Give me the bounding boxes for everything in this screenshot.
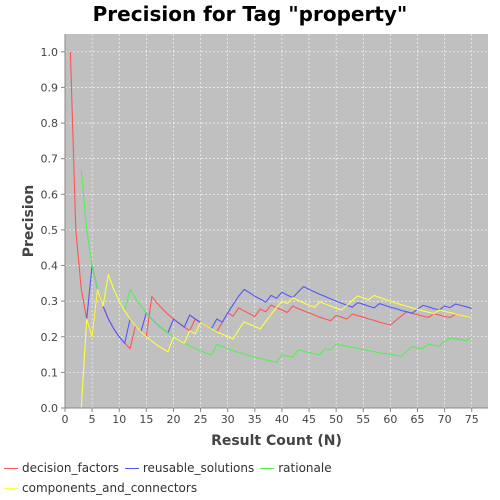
x-tick-label: 5: [89, 413, 96, 426]
x-tick-label: 55: [356, 413, 370, 426]
x-tick-label: 60: [383, 413, 397, 426]
y-tick-label: 0.8: [41, 117, 59, 130]
legend-row-2: components_and_connectors: [4, 478, 496, 498]
series-line-components-and-connectors: [80, 273, 472, 409]
y-tick-label: 0.0: [41, 402, 59, 415]
y-tick-label: 0.1: [41, 366, 59, 379]
legend-swatch-reusable-solutions: [124, 467, 139, 469]
legend-item-components-and-connectors: components_and_connectors: [4, 481, 197, 495]
legend-label-decision-factors: decision_factors: [22, 461, 119, 475]
legend-swatch-rationale: [260, 467, 275, 469]
y-tick-label: 0.2: [41, 331, 59, 344]
x-tick-label: 10: [112, 413, 126, 426]
legend-swatch-components-and-connectors: [4, 487, 18, 489]
x-tick-label: 50: [329, 413, 343, 426]
y-tick-label: 0.7: [41, 153, 59, 166]
x-tick-label: 35: [248, 413, 262, 426]
x-tick-label: 70: [438, 413, 452, 426]
legend-item-decision-factors: decision_factors: [4, 461, 119, 475]
y-tick-label: 0.5: [41, 224, 59, 237]
chart-title: Precision for Tag "property": [92, 2, 408, 26]
legend-label-reusable-solutions: reusable_solutions: [142, 461, 255, 475]
y-axis-label: Precision: [21, 185, 37, 257]
axes: 0 5 10 15 20 25 30 35 40 45 50 55 60 65 70 75 0.0 0.1 0.2 0…: [41, 34, 488, 426]
x-axis-label: Result Count (N): [211, 433, 342, 449]
x-tick-label: 0: [62, 413, 69, 426]
x-tick-label: 75: [465, 413, 479, 426]
y-tick-label: 0.9: [41, 81, 59, 94]
legend-item-reusable-solutions: reusable_solutions: [124, 461, 255, 475]
legend: decision_factors reusable_solutions rati…: [4, 458, 496, 498]
legend-row-1: decision_factors reusable_solutions rati…: [4, 458, 496, 478]
x-tick-label: 40: [275, 413, 289, 426]
plot-area: [65, 34, 488, 408]
legend-label-rationale: rationale: [278, 461, 332, 475]
series-line-rationale: [80, 170, 473, 363]
x-tick-label: 45: [302, 413, 316, 426]
y-tick-label: 0.4: [41, 260, 59, 273]
y-tick-label: 1.0: [41, 46, 59, 59]
x-tick-label: 25: [194, 413, 208, 426]
x-tick-label: 30: [221, 413, 235, 426]
legend-item-rationale: rationale: [260, 461, 332, 475]
x-tick-label: 15: [139, 413, 153, 426]
legend-swatch-decision-factors: [4, 467, 18, 469]
series-layer: [69, 51, 473, 409]
x-tick-label: 65: [411, 413, 425, 426]
y-tick-label: 0.6: [41, 188, 59, 201]
legend-label-components-and-connectors: components_and_connectors: [22, 481, 198, 495]
x-tick-label: 20: [166, 413, 180, 426]
y-tick-label: 0.3: [41, 295, 59, 308]
